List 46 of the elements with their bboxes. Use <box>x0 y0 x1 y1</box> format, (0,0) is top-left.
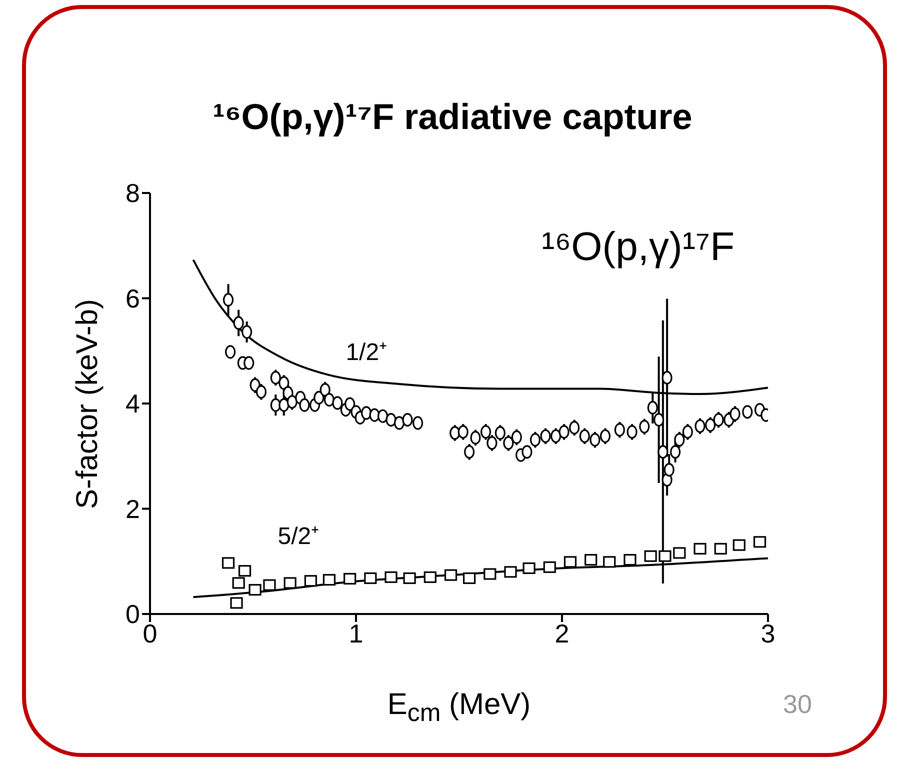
y-tick-label: 0 <box>126 599 140 630</box>
point <box>522 562 536 574</box>
point <box>344 572 356 585</box>
point <box>658 550 672 562</box>
x-axis-title: E$_{cm}$ (MeV) <box>387 688 531 727</box>
point <box>543 561 556 573</box>
point <box>463 572 476 584</box>
y-tick-label: 6 <box>126 283 140 314</box>
y-tick-label: 4 <box>126 388 140 419</box>
point <box>644 550 657 562</box>
point <box>238 565 252 577</box>
point <box>222 557 235 569</box>
point <box>714 542 727 555</box>
point <box>364 572 377 584</box>
y-axis-title: S-factor (keV-b) <box>71 298 104 509</box>
y-tick-label: 2 <box>126 494 140 524</box>
point <box>384 571 398 583</box>
annotation: ¹⁶O(p,γ)¹⁷F <box>541 224 735 269</box>
x-tick-label: 3 <box>760 618 776 648</box>
point <box>232 577 245 589</box>
point <box>753 536 766 548</box>
y-tick-label: 8 <box>126 178 140 208</box>
point <box>673 547 686 559</box>
point <box>304 575 317 587</box>
text: 30 <box>783 689 812 719</box>
x-tick-label: 1 <box>348 618 364 648</box>
point <box>624 554 636 566</box>
point <box>694 542 706 555</box>
point <box>504 566 517 578</box>
chart-title: ¹⁶O(p,γ)¹⁷F radiative capture <box>212 96 692 137</box>
point <box>424 571 436 583</box>
point <box>403 572 416 584</box>
point <box>484 568 496 580</box>
x-tick-label: 2 <box>554 618 570 648</box>
point <box>564 556 577 568</box>
point <box>230 597 243 609</box>
annotation: 1/2⁺ <box>346 338 388 366</box>
point <box>284 577 296 589</box>
point <box>444 569 458 581</box>
point <box>584 554 598 566</box>
point <box>732 539 746 551</box>
point <box>248 584 262 596</box>
point <box>263 579 276 591</box>
annotation: 5/2⁺ <box>278 522 320 550</box>
point <box>322 574 336 586</box>
point <box>603 556 616 568</box>
